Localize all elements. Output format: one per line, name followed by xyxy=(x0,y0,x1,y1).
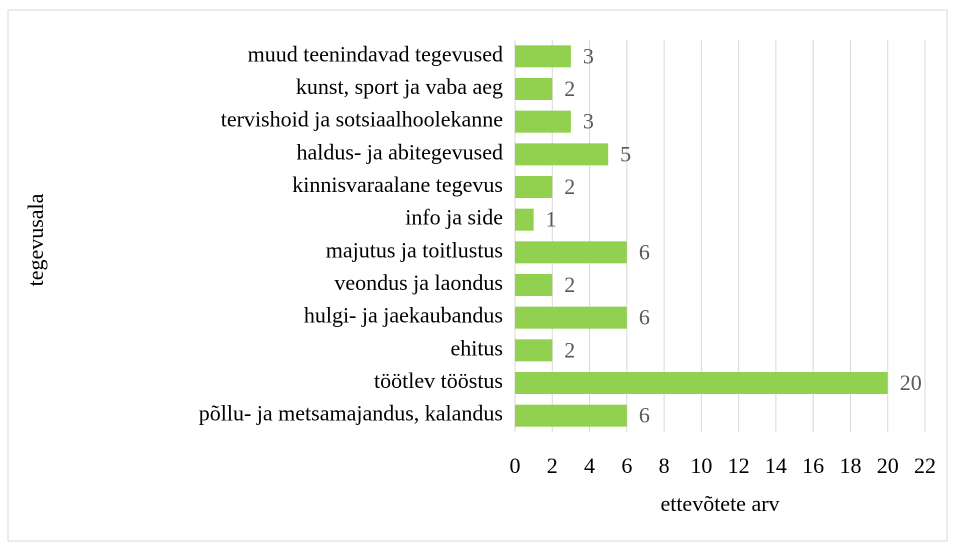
value-label: 6 xyxy=(639,403,650,428)
y-tick-label: majutus ja toitlustus xyxy=(326,237,503,262)
y-tick-label: veondus ja laondus xyxy=(334,270,503,295)
y-tick-label: haldus- ja abitegevused xyxy=(297,139,504,164)
x-tick-label: 6 xyxy=(621,453,632,478)
x-tick-label: 0 xyxy=(510,453,521,478)
y-tick-label: kunst, sport ja vaba aeg xyxy=(296,74,503,99)
y-tick-label: ehitus xyxy=(450,335,503,360)
bar xyxy=(515,176,553,198)
bar xyxy=(515,45,571,68)
value-label: 3 xyxy=(583,43,594,68)
value-label: 2 xyxy=(564,174,575,199)
y-tick-label: põllu- ja metsamajandus, kalandus xyxy=(199,401,503,426)
y-tick-label: hulgi- ja jaekaubandus xyxy=(304,303,503,328)
x-tick-label: 8 xyxy=(659,453,670,478)
x-tick-label: 14 xyxy=(765,453,787,478)
x-tick-label: 22 xyxy=(914,453,936,478)
x-tick-label: 2 xyxy=(547,453,558,478)
bar xyxy=(515,372,888,394)
value-label: 2 xyxy=(564,76,575,101)
value-label: 6 xyxy=(639,239,650,264)
value-label: 2 xyxy=(564,272,575,297)
bar xyxy=(515,306,627,329)
value-label: 1 xyxy=(546,207,557,232)
bar xyxy=(515,78,553,100)
y-tick-label: muud teenindavad tegevused xyxy=(248,41,503,66)
x-tick-label: 12 xyxy=(728,453,750,478)
bar xyxy=(515,208,534,231)
value-label: 3 xyxy=(583,109,594,134)
bar xyxy=(515,404,627,427)
value-label: 2 xyxy=(564,337,575,362)
bar xyxy=(515,274,553,296)
bar xyxy=(515,339,553,362)
value-label: 5 xyxy=(620,141,631,166)
x-tick-label: 16 xyxy=(802,453,824,478)
y-tick-label: kinnisvaraalane tegevus xyxy=(292,172,503,197)
x-tick-label: 18 xyxy=(839,453,861,478)
y-axis-title: tegevusala xyxy=(23,193,48,286)
x-tick-label: 4 xyxy=(584,453,595,478)
bar xyxy=(515,143,609,166)
bar xyxy=(515,110,571,133)
x-tick-label: 10 xyxy=(690,453,712,478)
x-axis-title: ettevõtete arv xyxy=(660,491,779,516)
y-tick-label: tervishoid ja sotsiaalhoolekanne xyxy=(221,107,503,132)
value-label: 6 xyxy=(639,305,650,330)
bar xyxy=(515,241,627,264)
value-label: 20 xyxy=(900,370,922,395)
y-tick-label: info ja side xyxy=(405,205,503,230)
chart-border xyxy=(7,9,948,542)
y-tick-label: töötlev tööstus xyxy=(374,368,503,393)
x-tick-label: 20 xyxy=(877,453,899,478)
